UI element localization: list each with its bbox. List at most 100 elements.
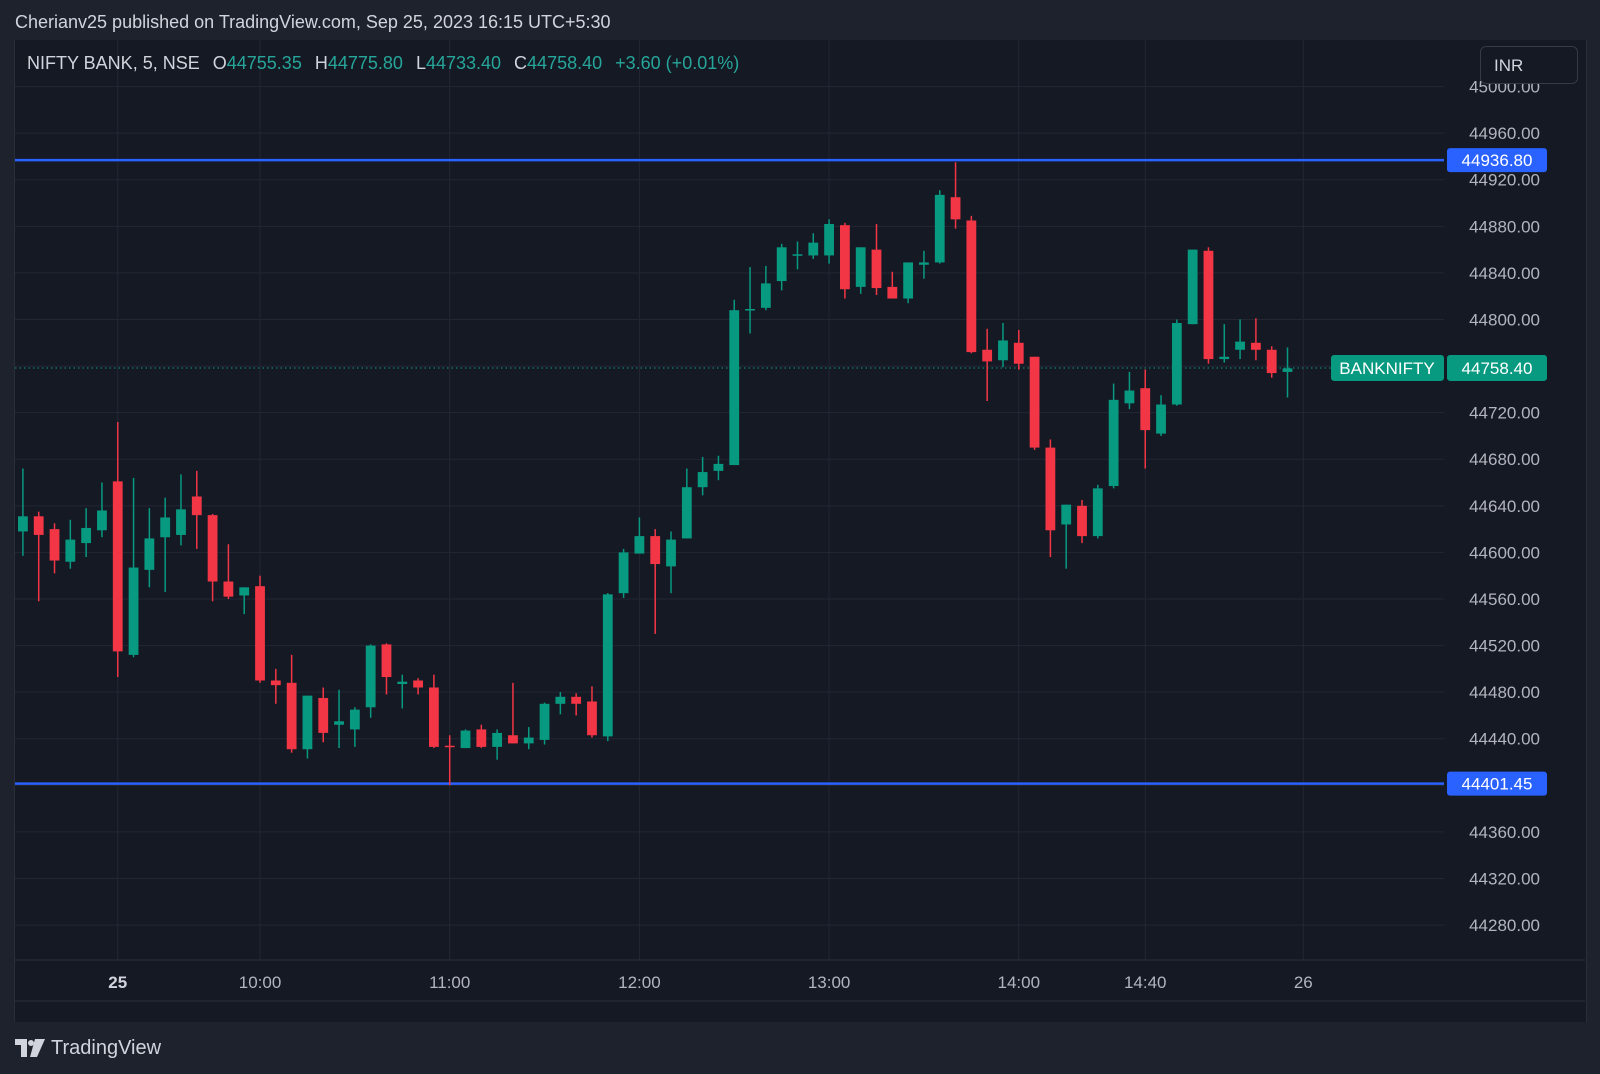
candle-body xyxy=(729,310,740,466)
level-price-label: 44936.80 xyxy=(1462,151,1533,170)
candle-body xyxy=(1029,356,1040,448)
low-label: L xyxy=(415,53,426,73)
candle-body xyxy=(65,539,76,562)
candle-body xyxy=(571,696,582,704)
candle-body xyxy=(839,225,850,290)
chart-panel[interactable] xyxy=(14,40,1587,1022)
candle-body xyxy=(413,680,423,688)
candle-body xyxy=(1013,342,1024,364)
candle-body xyxy=(776,247,787,282)
close-value: 44758.40 xyxy=(527,53,603,73)
candle-body xyxy=(160,517,171,538)
candle-body xyxy=(681,487,692,539)
candle-body xyxy=(666,539,676,567)
candle-body xyxy=(1124,390,1135,404)
candle-body xyxy=(745,309,755,311)
y-tick-label: 44480.00 xyxy=(1469,683,1540,702)
y-tick-label: 44600.00 xyxy=(1469,543,1540,562)
y-tick-label: 44640.00 xyxy=(1469,497,1540,516)
candle-body xyxy=(207,515,218,582)
x-tick-label: 11:00 xyxy=(429,973,470,992)
horizontal-levels[interactable] xyxy=(15,158,1444,785)
y-tick-label: 44440.00 xyxy=(1469,730,1540,749)
candle-body xyxy=(1187,249,1198,325)
candle-body xyxy=(460,730,471,749)
candle-body xyxy=(887,286,898,299)
candle-body xyxy=(855,247,866,287)
x-tick-label: 13:00 xyxy=(808,973,851,992)
candle-body xyxy=(713,463,724,471)
x-tick-label: 10:00 xyxy=(239,973,282,992)
symbol-label[interactable]: NIFTY BANK, 5, NSE xyxy=(27,53,200,73)
candle-body xyxy=(871,249,882,289)
candle-body xyxy=(602,594,613,737)
symbol-tag xyxy=(1331,354,1444,381)
time-axis[interactable]: 25 10:00 11:00 12:00 13:00 14:00 14:40 26 xyxy=(108,973,1312,992)
candle-body xyxy=(1266,349,1277,374)
candle-body xyxy=(792,254,803,256)
last-price-label: 44758.40 xyxy=(1462,359,1533,378)
candle-body xyxy=(508,735,518,744)
low-value: 44733.40 xyxy=(425,53,502,73)
candle-body xyxy=(476,729,487,747)
candle-body xyxy=(1108,399,1119,487)
y-tick-label: 44280.00 xyxy=(1469,916,1540,935)
candle-body xyxy=(1156,404,1166,434)
candle-body xyxy=(634,536,645,554)
y-tick-label: 44320.00 xyxy=(1469,869,1540,888)
candle-body xyxy=(365,645,376,708)
high-value: 44775.80 xyxy=(327,53,403,73)
currency-button[interactable]: INR xyxy=(1480,46,1578,84)
symbol-tag-label: BANKNIFTY xyxy=(1339,359,1434,378)
candle-body xyxy=(555,696,566,704)
price-axis[interactable]: 45000.0044960.0044920.0044880.0044840.00… xyxy=(1469,78,1540,935)
grid-lines xyxy=(15,40,1585,1002)
y-tick-label: 44920.00 xyxy=(1469,171,1540,190)
footer-brand[interactable]: TradingView xyxy=(15,1036,161,1060)
candle-body xyxy=(808,242,819,256)
candle-body xyxy=(176,509,186,535)
candle-body xyxy=(144,538,155,570)
candle-body xyxy=(998,340,1008,361)
candle-body xyxy=(349,709,360,730)
ohlc-legend: NIFTY BANK, 5, NSE O44755.35 H44775.80 L… xyxy=(27,53,739,74)
candle-body xyxy=(428,687,439,747)
x-tick-label: 14:00 xyxy=(998,973,1041,992)
level-price-tag xyxy=(1447,771,1547,796)
candle-body xyxy=(492,732,503,747)
candle-body xyxy=(650,536,661,565)
y-tick-label: 44800.00 xyxy=(1469,310,1540,329)
x-tick-label: 14:40 xyxy=(1124,973,1167,992)
publish-header-text: Cherianv25 published on TradingView.com,… xyxy=(15,12,611,32)
y-tick-label: 44520.00 xyxy=(1469,637,1540,656)
candle-body xyxy=(49,529,60,561)
candle-body xyxy=(334,721,344,725)
y-tick-label: 44680.00 xyxy=(1469,450,1540,469)
footer-brand-text: TradingView xyxy=(51,1036,162,1059)
candle-body xyxy=(255,586,265,681)
level-price-tag xyxy=(1447,148,1547,173)
candle-body xyxy=(1282,368,1293,372)
candle-body xyxy=(523,737,534,744)
candle-body xyxy=(1045,447,1056,531)
level-price-label: 44401.45 xyxy=(1462,775,1533,794)
open-value: 44755.35 xyxy=(226,53,302,73)
candle-body xyxy=(903,262,914,299)
candle-body xyxy=(587,701,597,736)
candle-body xyxy=(760,283,771,308)
candle-body xyxy=(81,527,92,544)
candle-body xyxy=(191,496,202,516)
x-tick-label: 12:00 xyxy=(618,973,661,992)
candle-body xyxy=(223,581,234,597)
y-tick-label: 44960.00 xyxy=(1469,124,1540,143)
candle-body xyxy=(824,224,834,256)
candle-body xyxy=(1203,250,1214,360)
candle-body xyxy=(966,220,977,353)
candle-body xyxy=(697,472,708,488)
candle-body xyxy=(1171,322,1182,405)
candle-body xyxy=(934,194,945,263)
y-tick-label: 44880.00 xyxy=(1469,217,1540,236)
candle-body xyxy=(318,697,329,733)
publish-header: Cherianv25 published on TradingView.com,… xyxy=(15,12,611,36)
